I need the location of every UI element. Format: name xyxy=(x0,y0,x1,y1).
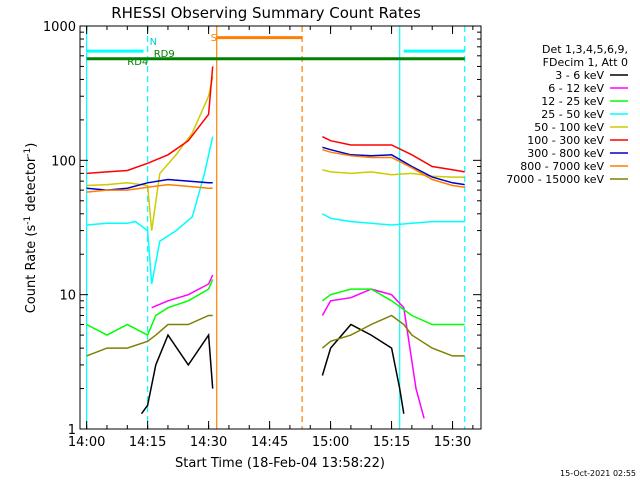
legend-label-3: 25 - 50 keV xyxy=(541,108,604,121)
series-line-7-seg-1 xyxy=(322,148,465,189)
series-line-1-seg-1 xyxy=(321,288,425,419)
series-line-7-seg-0 xyxy=(86,183,213,193)
series-line-1-seg-0 xyxy=(151,274,214,309)
series-line-5-seg-1 xyxy=(322,136,465,173)
y-axis-label-main: Count Rate (s xyxy=(24,225,39,314)
x-tick-label-1: 14:15 xyxy=(129,435,166,450)
x-tick-label-2: 14:30 xyxy=(190,435,227,450)
y-tick-label-1: 10 xyxy=(59,289,76,304)
series-line-6-seg-1 xyxy=(322,146,465,186)
legend-label-0: 3 - 6 keV xyxy=(555,69,604,82)
legend-header-1: Det 1,3,4,5,6,9, xyxy=(542,43,628,56)
y-axis-label-end: ) xyxy=(24,143,39,148)
plot-frame xyxy=(79,25,482,430)
x-tick-label-3: 14:45 xyxy=(251,435,288,450)
legend: Det 1,3,4,5,6,9, FDecim 1, Att 0 3 - 6 k… xyxy=(506,43,628,186)
y-axis-label-sup1: -1 xyxy=(23,216,33,225)
flag-label-s: S xyxy=(211,33,217,44)
x-tick-label-6: 15:30 xyxy=(434,435,471,450)
chart-title: RHESSI Observing Summary Count Rates xyxy=(111,4,421,22)
series-line-8-seg-0 xyxy=(86,314,213,357)
y-axis-label-sup2: -1 xyxy=(23,148,33,157)
series-line-4-seg-0 xyxy=(86,76,214,231)
axes: 14:00 14:15 14:30 14:45 15:00 15:15 15:30 1 10 10… xyxy=(43,20,481,450)
y-axis-label: Count Rate (s-1 detector-1) xyxy=(23,143,39,314)
series-line-8-seg-1 xyxy=(321,314,465,357)
legend-label-5: 100 - 300 keV xyxy=(527,134,604,147)
y-tick-label-2: 100 xyxy=(51,154,76,169)
series-line-0-seg-0 xyxy=(140,332,214,415)
series-line-2-seg-0 xyxy=(86,279,214,337)
legend-label-8: 7000 - 15000 keV xyxy=(506,173,604,186)
y-tick-label-0: 1 xyxy=(68,423,76,438)
x-tick-label-0: 14:00 xyxy=(68,435,105,450)
series-line-3-seg-0 xyxy=(86,136,214,285)
flag-label-rd4: RD4 xyxy=(127,57,148,68)
plot-area: N S RD4 RD9 xyxy=(86,26,466,429)
legend-header-2: FDecim 1, Att 0 xyxy=(543,56,628,69)
x-tick-label-4: 15:00 xyxy=(312,435,349,450)
series-line-3-seg-1 xyxy=(322,213,465,226)
flag-label-n: N xyxy=(150,37,157,48)
legend-label-7: 800 - 7000 keV xyxy=(520,160,604,173)
legend-label-1: 6 - 12 keV xyxy=(548,82,604,95)
flag-label-rd9: RD9 xyxy=(154,49,175,60)
footer-date: 15-Oct-2021 02:55 xyxy=(560,469,636,478)
series-line-2-seg-1 xyxy=(321,288,465,326)
series-line-5-seg-0 xyxy=(86,66,214,175)
x-axis-label: Start Time (18-Feb-04 13:58:22) xyxy=(175,456,385,471)
y-tick-label-3: 1000 xyxy=(43,20,76,35)
y-axis-label-mid: detector xyxy=(24,156,39,216)
series-line-0-seg-1 xyxy=(321,323,405,414)
x-tick-label-5: 15:15 xyxy=(373,435,410,450)
series-line-4-seg-1 xyxy=(322,169,465,178)
legend-label-4: 50 - 100 keV xyxy=(534,121,604,134)
legend-label-2: 12 - 25 keV xyxy=(541,95,604,108)
legend-label-6: 300 - 800 keV xyxy=(527,147,604,160)
